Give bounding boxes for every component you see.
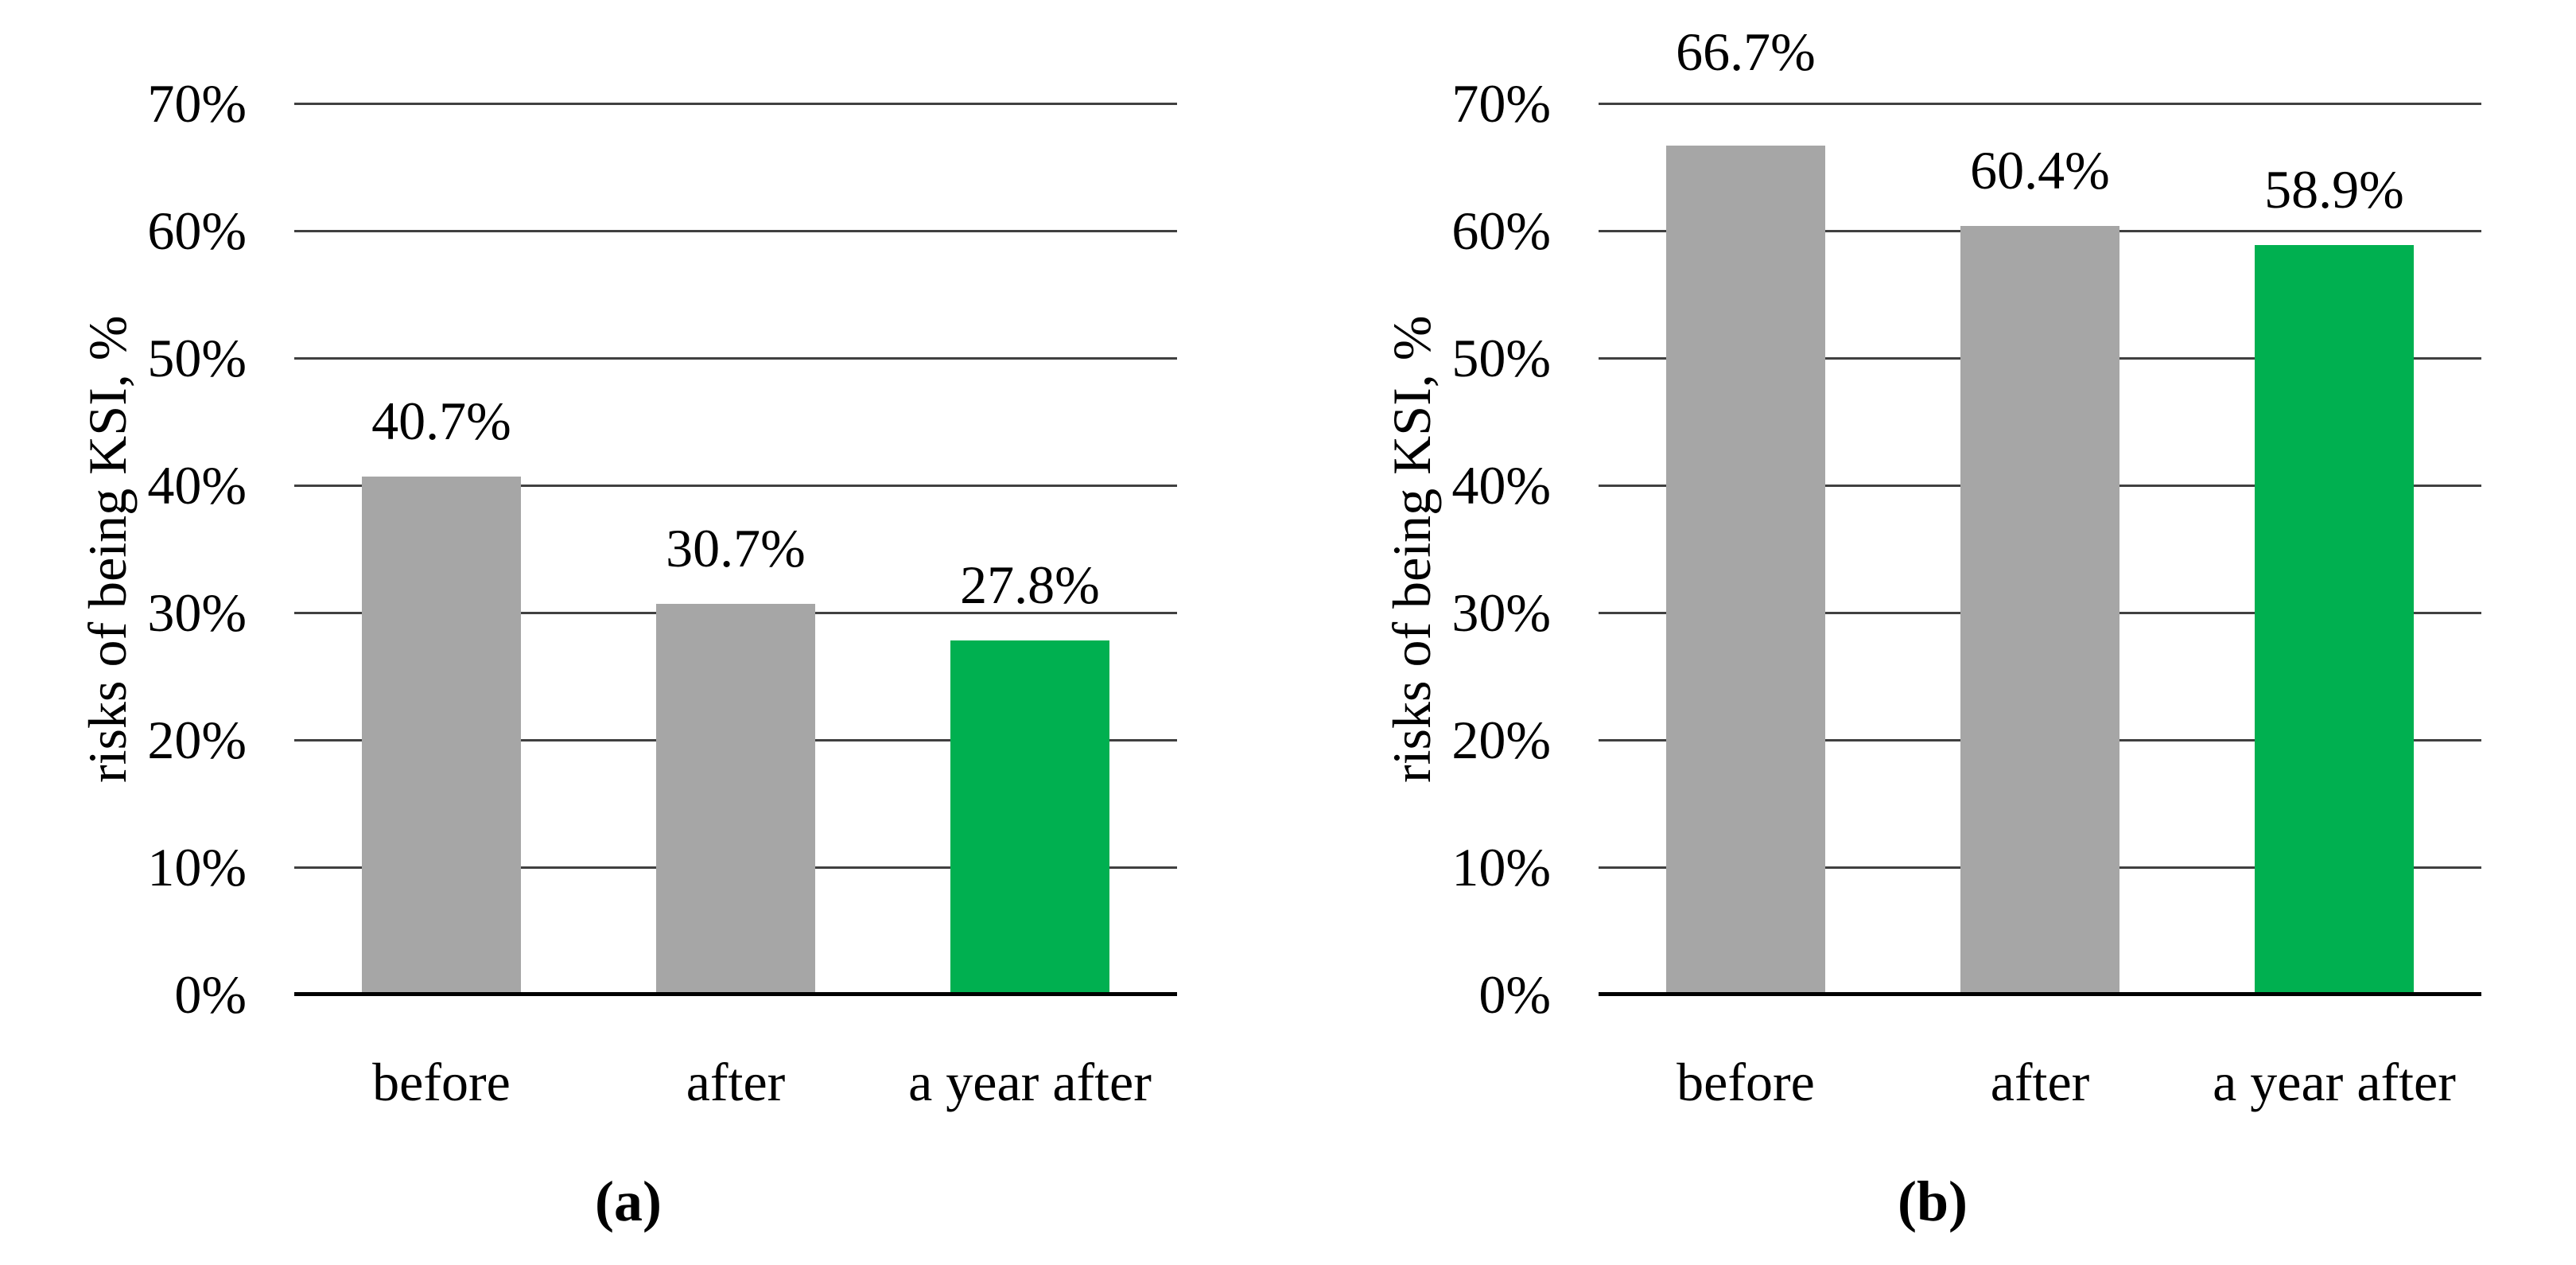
gridline <box>294 103 1177 105</box>
y-tick-label: 30% <box>1451 582 1551 643</box>
bar <box>2255 245 2414 994</box>
x-axis-category-labels: before after a year after <box>294 1049 1177 1120</box>
y-tick-label: 50% <box>147 328 247 388</box>
x-tick-label: after <box>686 1052 786 1112</box>
y-axis-tick-labels: 0% 10% 20% 30% 40% 50% 60% 70% <box>1328 73 1551 1025</box>
gridline <box>294 357 1177 360</box>
y-axis-tick-labels: 0% 10% 20% 30% 40% 50% 60% 70% <box>24 73 247 1025</box>
y-tick-label: 60% <box>1451 200 1551 261</box>
x-tick-label: before <box>372 1052 511 1112</box>
bar <box>362 477 521 994</box>
gridline <box>294 230 1177 232</box>
x-tick-label: before <box>1677 1052 1815 1112</box>
bar-value-label: 30.7% <box>666 518 806 578</box>
x-tick-label: a year after <box>908 1052 1152 1112</box>
y-tick-label: 50% <box>1451 328 1551 388</box>
bar-value-label: 58.9% <box>2264 159 2404 220</box>
bar-value-label: 60.4% <box>1970 140 2110 200</box>
x-tick-label: a year after <box>2213 1052 2456 1112</box>
gridline <box>1599 103 2481 105</box>
bar <box>1960 226 2119 994</box>
y-tick-label: 10% <box>147 837 247 897</box>
y-tick-label: 0% <box>1478 964 1551 1025</box>
y-tick-label: 70% <box>1451 73 1551 134</box>
gridline <box>294 485 1177 487</box>
y-tick-label: 0% <box>174 964 247 1025</box>
x-tick-label: after <box>1990 1052 2090 1112</box>
x-axis-category-labels: before after a year after <box>1599 1049 2481 1120</box>
bar-value-label: 66.7% <box>1676 21 1816 82</box>
y-tick-label: 40% <box>147 455 247 516</box>
y-tick-label: 10% <box>1451 837 1551 897</box>
panel-label: (a) <box>595 1170 662 1233</box>
bar-value-label: 27.8% <box>960 555 1100 615</box>
y-tick-label: 70% <box>147 73 247 134</box>
x-axis-line <box>294 992 1177 996</box>
bar <box>1666 146 1825 994</box>
bar <box>656 604 815 994</box>
y-tick-label: 20% <box>147 710 247 770</box>
y-tick-label: 30% <box>147 582 247 643</box>
panel-label: (b) <box>1898 1170 1968 1233</box>
chart-panel-a: risks of being KSI, % 0% 10% 20% 30% 40% 50% 6… <box>24 0 1233 1265</box>
y-tick-label: 40% <box>1451 455 1551 516</box>
y-tick-label: 20% <box>1451 710 1551 770</box>
bar-value-label: 40.7% <box>371 391 511 451</box>
chart-panel-b: risks of being KSI, % 0% 10% 20% 30% 40% 50% 6… <box>1328 0 2537 1265</box>
x-axis-line <box>1599 992 2481 996</box>
plot-area: 66.7% 60.4% 58.9% <box>1599 21 2481 996</box>
y-tick-label: 60% <box>147 200 247 261</box>
bar <box>950 640 1109 994</box>
plot-area: 40.7% 30.7% 27.8% <box>294 103 1177 996</box>
